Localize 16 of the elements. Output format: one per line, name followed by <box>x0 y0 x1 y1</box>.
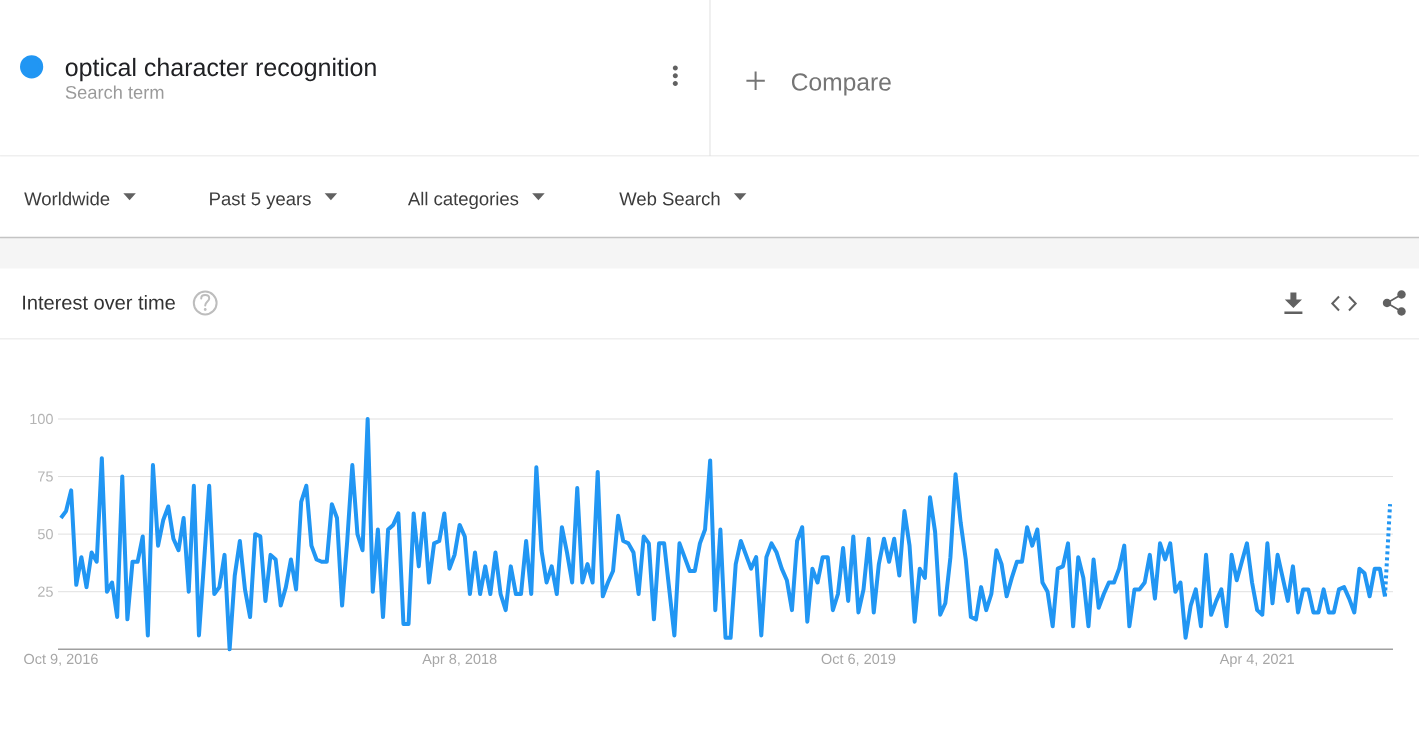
text: Compare <box>791 73 891 96</box>
y-tick-label: 50 <box>37 529 53 540</box>
legend-label: optical character recognition <box>65 57 376 82</box>
x-tick-label: Apr 8, 2018 <box>422 653 497 667</box>
x-tick-label: Oct 6, 2019 <box>821 653 896 666</box>
text: Web Search <box>619 191 720 206</box>
text: Search term <box>65 85 164 99</box>
text: Worldwide <box>24 191 110 206</box>
x-tick-label: Oct 9, 2016 <box>24 653 98 666</box>
text: All categories <box>407 191 519 210</box>
y-tick-label: 100 <box>30 413 53 425</box>
text: Past 5 years <box>210 192 311 210</box>
chart-title: Interest over time <box>23 295 175 310</box>
y-tick-label: 75 <box>38 471 53 482</box>
x-tick-label: Apr 4, 2021 <box>1219 653 1294 667</box>
y-tick-label: 25 <box>38 586 53 597</box>
